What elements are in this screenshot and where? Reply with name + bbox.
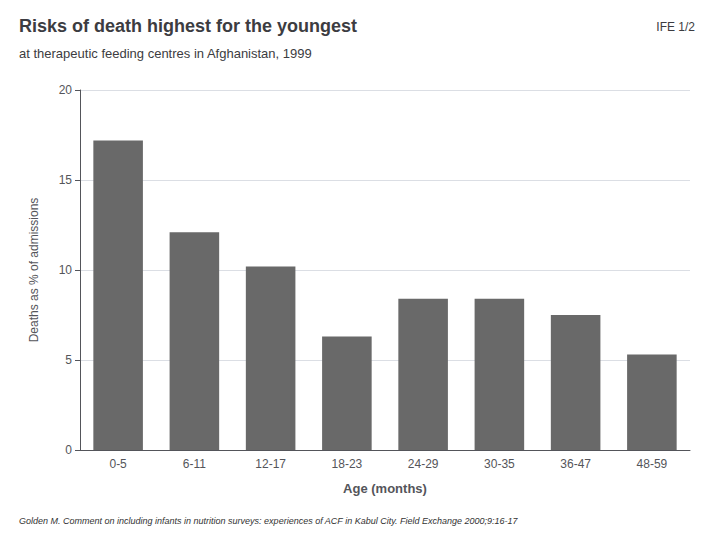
- svg-text:6-11: 6-11: [183, 457, 206, 471]
- svg-text:Deaths as % of admissions: Deaths as % of admissions: [27, 198, 41, 343]
- svg-text:36-47: 36-47: [560, 457, 591, 471]
- svg-text:30-35: 30-35: [484, 457, 515, 471]
- svg-text:Risks of death highest for the: Risks of death highest for the youngest: [19, 16, 357, 36]
- svg-text:20: 20: [59, 83, 73, 97]
- svg-text:at therapeutic feeding centres: at therapeutic feeding centres in Afghan…: [19, 46, 312, 61]
- svg-text:18-23: 18-23: [332, 457, 363, 471]
- svg-text:0-5: 0-5: [109, 457, 127, 471]
- svg-text:IFE 1/2: IFE 1/2: [656, 20, 695, 34]
- svg-text:Golden M. Comment on including: Golden M. Comment on including infants i…: [19, 516, 519, 526]
- svg-text:Age (months): Age (months): [343, 481, 427, 496]
- svg-text:48-59: 48-59: [637, 457, 668, 471]
- svg-text:24-29: 24-29: [408, 457, 439, 471]
- svg-text:0: 0: [65, 443, 72, 457]
- svg-text:15: 15: [59, 173, 73, 187]
- svg-text:10: 10: [59, 263, 73, 277]
- svg-text:5: 5: [65, 353, 72, 367]
- svg-text:12-17: 12-17: [255, 457, 286, 471]
